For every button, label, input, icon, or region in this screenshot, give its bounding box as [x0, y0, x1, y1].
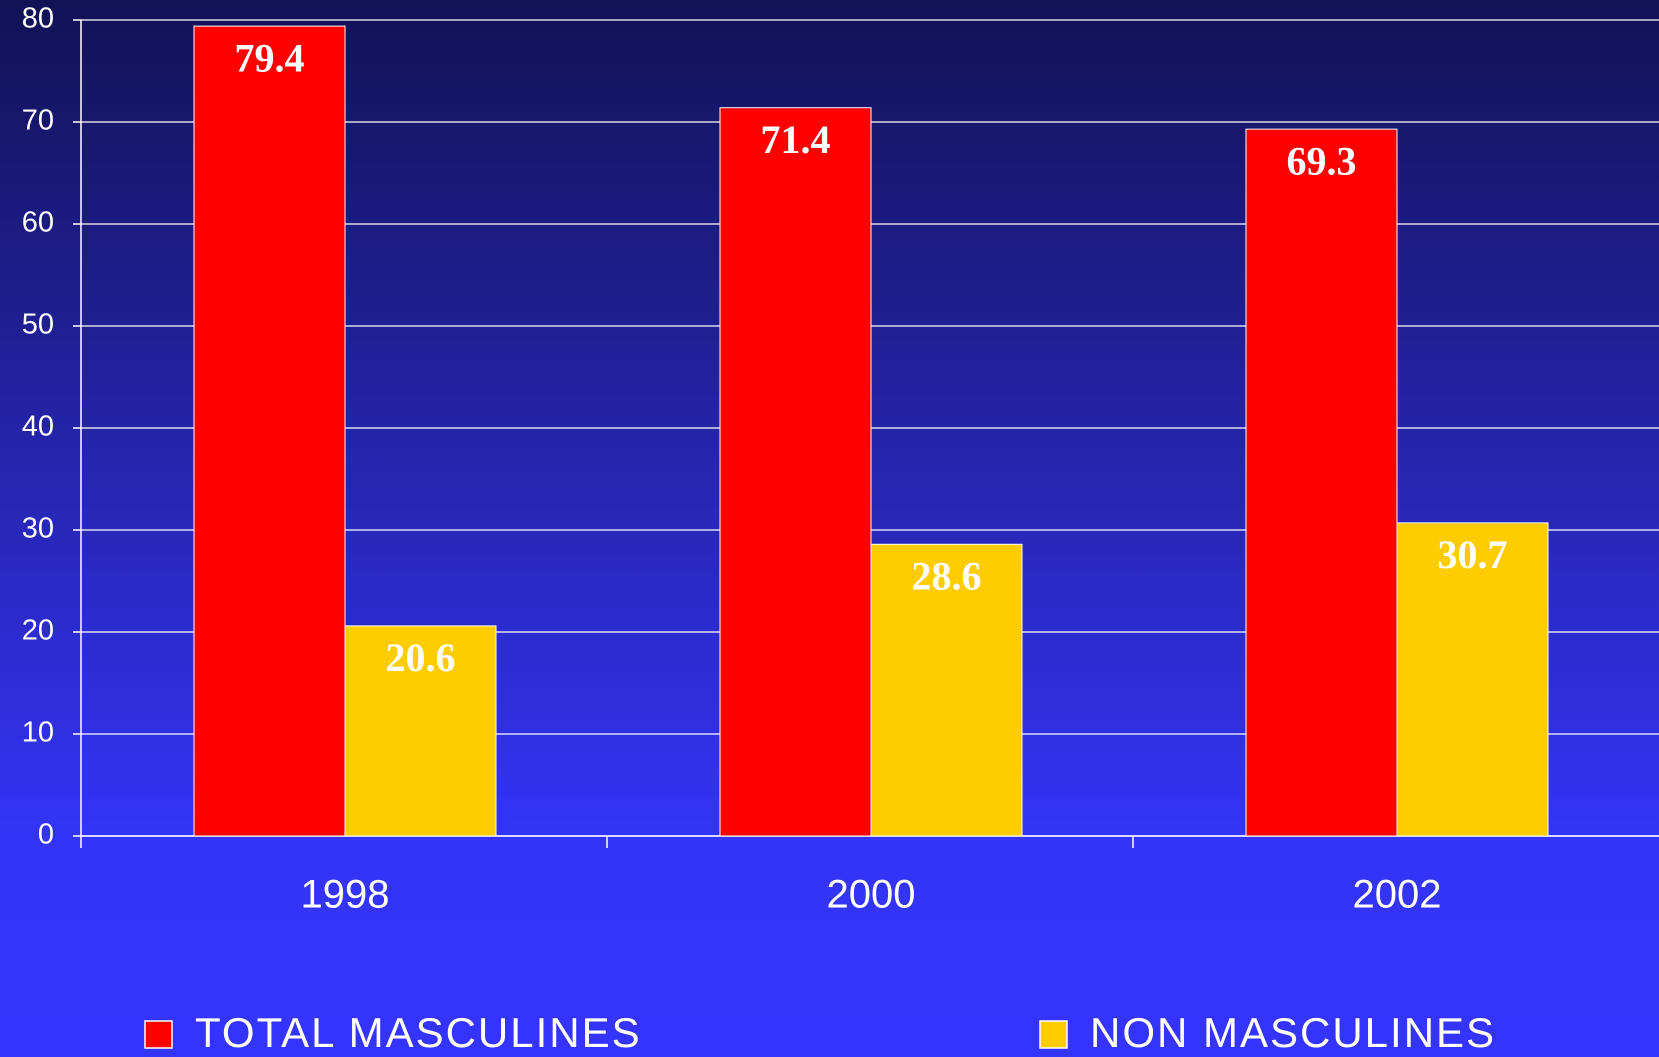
legend-label: TOTAL MASCULINES: [195, 1009, 642, 1056]
legend-label: NON MASCULINES: [1090, 1009, 1496, 1056]
bar: [719, 107, 872, 837]
y-tick-label: 20: [22, 615, 54, 647]
value-label: 71.4: [761, 117, 831, 162]
bar: [870, 543, 1023, 837]
y-tick-label: 40: [22, 411, 54, 443]
y-tick-label: 10: [22, 717, 54, 749]
value-label: 79.4: [235, 35, 305, 80]
x-tick-label: 2002: [1353, 873, 1442, 917]
y-tick-label: 60: [22, 207, 54, 239]
value-label: 69.3: [1287, 138, 1357, 183]
value-label: 30.7: [1438, 532, 1508, 577]
value-label: 28.6: [912, 553, 982, 598]
bar: [1245, 128, 1398, 837]
x-tick-label: 1998: [301, 873, 390, 917]
y-tick-label: 80: [22, 3, 54, 35]
legend-swatch: [1039, 1020, 1068, 1049]
y-tick-label: 0: [38, 819, 54, 851]
value-label: 20.6: [386, 635, 456, 680]
bar: [193, 25, 346, 837]
y-tick-label: 30: [22, 513, 54, 545]
x-tick-label: 2000: [827, 873, 916, 917]
y-tick-label: 70: [22, 105, 54, 137]
bar: [1396, 522, 1549, 837]
y-tick-label: 50: [22, 309, 54, 341]
legend-swatch: [144, 1020, 173, 1049]
bar: [344, 625, 497, 837]
